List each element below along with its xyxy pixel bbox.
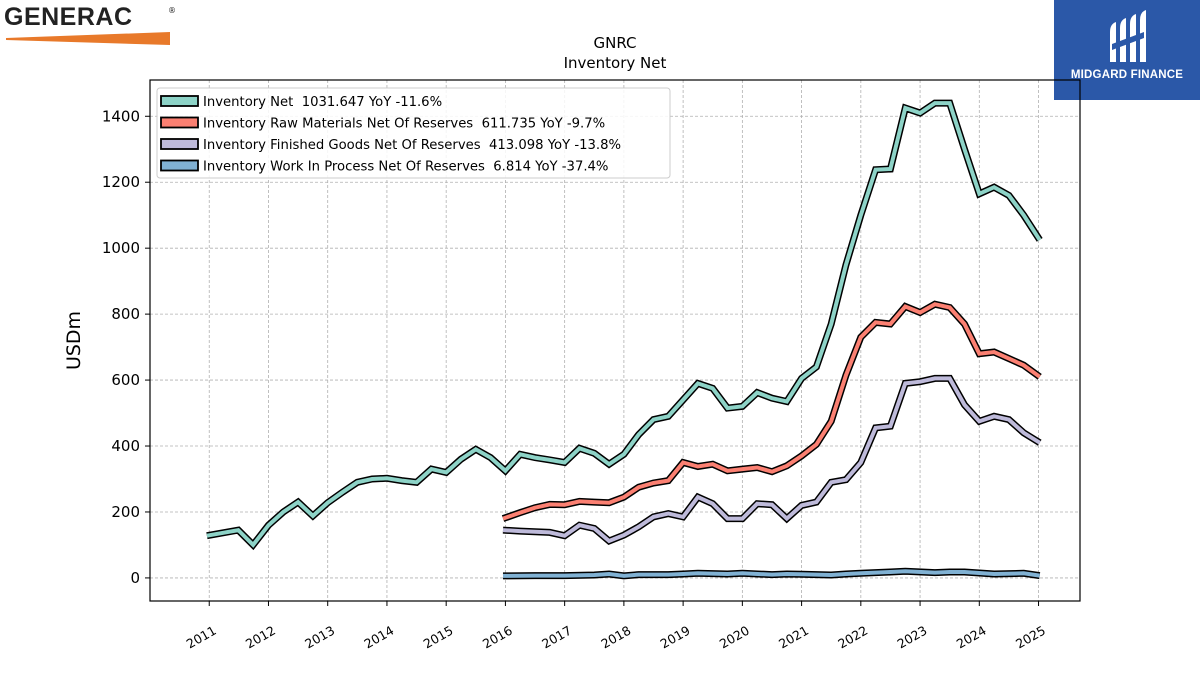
midgard-finance-logo: MIDGARD FINANCE — [1054, 0, 1200, 100]
series-1 — [501, 300, 1042, 522]
series-line — [502, 376, 1041, 544]
x-tick-label: 2017 — [539, 623, 574, 652]
legend-swatch — [160, 116, 199, 129]
legend-entry: Inventory Net 1031.647 YoY -11.6% — [203, 95, 442, 110]
series-line — [502, 569, 1040, 578]
chart-title: GNRC — [594, 34, 637, 52]
y-tick-label: 1000 — [102, 239, 140, 257]
x-tick-label: 2012 — [243, 623, 278, 652]
legend-swatch — [160, 138, 199, 150]
legend-swatch — [160, 95, 199, 107]
generac-logo: GENERAC ® — [4, 3, 176, 45]
series-outline — [501, 300, 1042, 522]
y-axis-label: USDm — [63, 311, 85, 370]
x-tick-label: 2021 — [776, 623, 811, 652]
legend-entry: Inventory Finished Goods Net Of Reserves… — [203, 138, 621, 153]
y-tick-label: 600 — [111, 371, 140, 389]
series-outline — [502, 374, 1042, 546]
legend: Inventory Net 1031.647 YoY -11.6% Invento… — [156, 87, 671, 179]
x-tick-label: 2016 — [480, 623, 515, 652]
y-tick-label: 1400 — [102, 107, 140, 125]
x-tick-label: 2024 — [954, 623, 989, 652]
y-tick-label: 200 — [111, 503, 140, 521]
x-tick-label: 2023 — [895, 623, 930, 652]
x-tick-label: 2015 — [421, 623, 456, 652]
registered-mark: ® — [168, 6, 176, 15]
generac-swoosh-icon — [6, 32, 170, 45]
x-tick-label: 2013 — [302, 623, 337, 652]
plot-frame — [149, 79, 1081, 602]
y-tick-label: 0 — [130, 569, 140, 587]
x-tick-label: 2018 — [598, 623, 633, 652]
midgard-finance-text: MIDGARD FINANCE — [1070, 69, 1184, 81]
x-tick-label: 2025 — [1013, 623, 1048, 652]
series-lines — [206, 99, 1043, 580]
midgard-monogram-icon — [1110, 10, 1146, 62]
series-2 — [502, 374, 1042, 546]
legend-box — [156, 87, 671, 179]
y-tick-label: 400 — [111, 437, 140, 455]
x-tick-label: 2019 — [658, 623, 693, 652]
series-line — [206, 101, 1042, 548]
legend-entry: Inventory Work In Process Net Of Reserve… — [203, 160, 608, 175]
legend-entry: Inventory Raw Materials Net Of Reserves … — [203, 117, 605, 132]
x-tick-label: 2020 — [717, 623, 752, 652]
series-line — [502, 302, 1041, 521]
x-tick-label: 2022 — [835, 623, 870, 652]
x-tick-label: 2011 — [184, 623, 219, 652]
y-tick-label: 1200 — [102, 173, 140, 191]
series-3 — [502, 567, 1041, 580]
x-tick-label: 2014 — [361, 623, 396, 652]
chart-subtitle: Inventory Net — [564, 54, 667, 72]
generac-logo-text: GENERAC — [4, 3, 133, 31]
series-0 — [206, 99, 1043, 551]
legend-swatch — [160, 159, 199, 172]
y-tick-label: 800 — [111, 305, 140, 323]
